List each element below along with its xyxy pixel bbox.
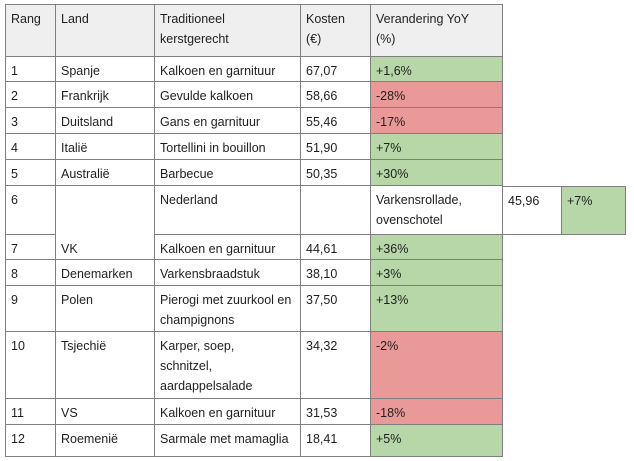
header-rang-label: Rang	[11, 12, 41, 26]
table-cell-verandering: -2%	[371, 332, 503, 399]
table-cell-gerecht: Gevulde kalkoen	[155, 82, 301, 108]
table-cell-kosten: 44,61	[301, 235, 371, 260]
table-cell-gerecht: Barbecue	[155, 160, 301, 186]
table-cell-rang: 6	[5, 186, 56, 235]
table-cell-land: VS	[56, 399, 155, 425]
table-cell-verandering: +3%	[371, 260, 503, 286]
table-cell-kosten: 31,53	[301, 399, 371, 425]
table-cell-land: VK	[56, 235, 155, 260]
header-gerecht: Traditioneel kerstgerecht	[155, 4, 301, 57]
table-cell-verandering: +13%	[371, 286, 503, 332]
header-verandering-line1: Verandering YoY	[376, 12, 470, 26]
table-cell-rang: 12	[5, 425, 56, 457]
header-land-label: Land	[61, 12, 89, 26]
table-cell-gerecht: Nederland	[155, 186, 301, 235]
table-cell-rang: 5	[5, 160, 56, 186]
table-cell-rang: 11	[5, 399, 56, 425]
table-cell-kosten: 51,90	[301, 134, 371, 160]
table-cell-land: Denemarken	[56, 260, 155, 286]
table-cell-rang: 9	[5, 286, 56, 332]
table-cell-gerecht: Varkensbraadstuk	[155, 260, 301, 286]
table-cell-kosten	[301, 186, 371, 235]
table-cell-rang: 7	[5, 235, 56, 260]
table-cell-verandering: +36%	[371, 235, 503, 260]
table-cell-gerecht: Karper, soep, schnitzel, aardappelsalade	[155, 332, 301, 399]
table-cell-kosten: 18,41	[301, 425, 371, 457]
table-cell-verandering: -18%	[371, 399, 503, 425]
header-kosten-line1: Kosten	[306, 12, 345, 26]
table-cell-kosten: 50,35	[301, 160, 371, 186]
table-cell-gerecht: Tortellini in bouillon	[155, 134, 301, 160]
header-land: Land	[56, 4, 155, 57]
table-cell-gerecht: Pierogi met zuurkool en champignons	[155, 286, 301, 332]
table-cell-rang: 3	[5, 108, 56, 134]
table-cell-land: Italië	[56, 134, 155, 160]
table-cell-verandering: +1,6%	[371, 57, 503, 82]
table-cell-kosten: 67,07	[301, 57, 371, 82]
table-cell-verandering: -17%	[371, 108, 503, 134]
table-cell-land: Roemenië	[56, 425, 155, 457]
table-cell-kosten: 58,66	[301, 82, 371, 108]
header-kosten: Kosten (€)	[301, 4, 371, 57]
table-cell-land: Australië	[56, 160, 155, 186]
table-cell-extra-verandering: +7%	[561, 186, 626, 235]
table-cell-kosten: 34,32	[301, 332, 371, 399]
header-kosten-line2: (€)	[306, 32, 322, 46]
table-cell-land: Duitsland	[56, 108, 155, 134]
table-cell-kosten: 37,50	[301, 286, 371, 332]
table-cell-kosten: 38,10	[301, 260, 371, 286]
table-cell-verandering: -28%	[371, 82, 503, 108]
header-gerecht-line1: Traditioneel	[160, 12, 225, 26]
table-cell-land: Frankrijk	[56, 82, 155, 108]
header-verandering: Verandering YoY (%)	[371, 4, 503, 57]
table-cell-verandering: Varkensrollade, ovenschotel	[371, 186, 503, 235]
table-cell-land: Tsjechië	[56, 332, 155, 399]
header-gerecht-line2: kerstgerecht	[160, 32, 229, 46]
table-cell-gerecht: Kalkoen en garnituur	[155, 399, 301, 425]
table-cell-gerecht: Sarmale met mamaglia	[155, 425, 301, 457]
table-cell-gerecht: Kalkoen en garnituur	[155, 57, 301, 82]
table-cell-rang: 8	[5, 260, 56, 286]
table-cell-land	[56, 186, 155, 235]
table-cell-gerecht: Gans en garnituur	[155, 108, 301, 134]
table-cell-gerecht: Kalkoen en garnituur	[155, 235, 301, 260]
table-cell-rang: 1	[5, 57, 56, 82]
table-cell-verandering: +7%	[371, 134, 503, 160]
table-cell-land: Spanje	[56, 57, 155, 82]
table-cell-rang: 2	[5, 82, 56, 108]
table-cell-rang: 10	[5, 332, 56, 399]
header-rang: Rang	[5, 4, 56, 57]
table-cell-kosten: 55,46	[301, 108, 371, 134]
table-cell-extra-kosten: 45,96	[503, 186, 561, 235]
table-cell-verandering: +30%	[371, 160, 503, 186]
table-cell-land: Polen	[56, 286, 155, 332]
header-verandering-line2: (%)	[376, 32, 396, 46]
table-cell-verandering: +5%	[371, 425, 503, 457]
table-cell-rang: 4	[5, 134, 56, 160]
